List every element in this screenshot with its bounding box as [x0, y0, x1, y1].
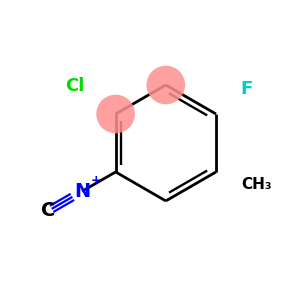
Circle shape: [146, 66, 185, 104]
Circle shape: [96, 95, 135, 133]
Text: +: +: [90, 174, 101, 187]
Text: N: N: [74, 182, 90, 201]
Text: CH₃: CH₃: [241, 177, 272, 192]
Text: C: C: [41, 201, 56, 220]
Text: F: F: [241, 80, 253, 98]
Text: Cl: Cl: [65, 77, 85, 95]
